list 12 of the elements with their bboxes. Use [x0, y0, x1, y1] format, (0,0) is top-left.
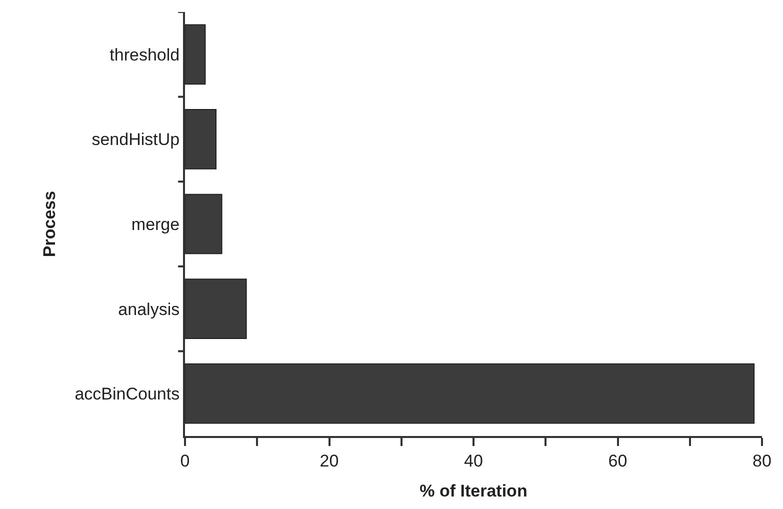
x-tick-label: 80: [752, 451, 772, 470]
x-tick-label: 0: [180, 451, 190, 470]
y-axis-title: Process: [40, 190, 59, 258]
y-tick-label: analysis: [118, 300, 180, 319]
y-tick-label: threshold: [110, 45, 180, 64]
y-tick-label: sendHistUp: [92, 130, 180, 150]
y-tick-label: merge: [131, 214, 180, 234]
x-tick-label: 40: [464, 451, 483, 470]
x-axis-title: % of Iteration: [420, 481, 528, 500]
y-tick-label: accBinCounts: [74, 384, 180, 404]
x-tick-label: 20: [320, 451, 339, 470]
x-tick-label: 60: [608, 451, 628, 470]
